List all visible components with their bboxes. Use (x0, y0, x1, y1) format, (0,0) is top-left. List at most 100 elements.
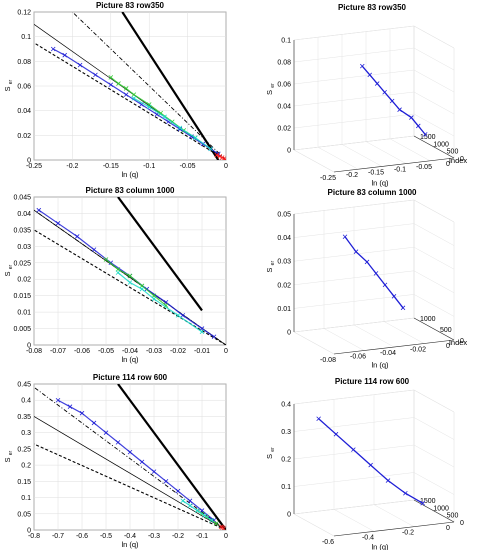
axis-edge (413, 499, 455, 523)
marker-stroke (367, 72, 373, 78)
data-point (77, 62, 83, 68)
x-tick-label: -0.04 (380, 350, 396, 357)
data-point (115, 267, 121, 272)
marker-stroke (151, 469, 157, 474)
y-tick-label: 0.2 (281, 457, 291, 464)
data-point (55, 397, 61, 403)
data-point (74, 234, 80, 239)
data-point (409, 115, 414, 120)
x-tick-label: -0.2 (172, 533, 184, 540)
reference-line-thick-solid (121, 12, 220, 160)
index-tick-label: 1500 (420, 134, 436, 141)
x-tick-label: -0.2 (402, 530, 414, 537)
marker-stroke (368, 462, 373, 468)
grid-line (293, 135, 415, 151)
data-point (382, 89, 387, 95)
chart-2d-2: -0.08 -0.07 -0.06 -0.05 -0.04 -0.03 -0.02 -0.01… (3, 186, 228, 364)
x-axis-label: ln (q) (371, 543, 389, 550)
y-tick-label: 0.4 (281, 402, 291, 409)
data-point (93, 72, 98, 78)
axis-edge (413, 317, 455, 341)
data-point (199, 329, 205, 335)
x-tick-label: -0.06 (74, 348, 90, 355)
x-tick-label: -0.25 (320, 175, 336, 182)
x-tick-label: -0.05 (98, 348, 114, 355)
y-tick-label: 0.01 (277, 306, 291, 313)
marker-stroke (115, 267, 121, 272)
y-axis-label-sub: er (270, 261, 276, 266)
index-tick-label: 1500 (420, 498, 436, 505)
data-point (351, 447, 356, 452)
data-point (202, 513, 207, 518)
grid-line (413, 91, 455, 115)
x-tick-label: 0 (224, 533, 228, 540)
data-point (108, 75, 114, 80)
y-tick-label: 0.08 (277, 60, 291, 67)
marker-stroke (127, 449, 133, 455)
index-tick-label: 0 (460, 338, 464, 345)
marker-stroke (91, 420, 97, 426)
data-point (177, 125, 183, 131)
y-axis-label: Ser (265, 83, 276, 95)
y-tick-label: 0 (27, 528, 31, 535)
data-point (342, 234, 348, 240)
x-tick-label: -0.04 (122, 348, 138, 355)
data-point (175, 488, 181, 494)
data-point (146, 104, 152, 110)
y-tick-label: 0 (287, 330, 291, 337)
marker-stroke (409, 115, 414, 120)
y-tick-label: 0 (27, 158, 31, 165)
data-point (209, 517, 214, 523)
data-point (108, 82, 114, 88)
y-axis-label: Ser (265, 447, 276, 459)
data-point (116, 81, 121, 86)
marker-stroke (177, 125, 183, 131)
marker-stroke (194, 508, 200, 513)
marker-stroke (116, 81, 121, 86)
x-tick-label: -0.3 (148, 533, 160, 540)
x-tick-label: -0.2 (346, 172, 358, 179)
data-point (385, 478, 391, 483)
data-point (103, 257, 109, 262)
marker-stroke (131, 96, 137, 101)
y-tick-label: 0.45 (17, 382, 31, 389)
chart-title: Picture 83 column 1000 (86, 186, 175, 195)
floor-plane (293, 499, 455, 537)
y-tick-label: 0.04 (277, 235, 291, 242)
x-tick-label: -0.1 (143, 163, 155, 170)
data-point (163, 479, 169, 484)
chart-3d-3: -0.08 -0.06 -0.04 -0.02 0 0 0.01 0.02 0.03 0.04 0.… (265, 188, 467, 370)
x-tick-label: -0.2 (66, 163, 78, 170)
y-tick-label: 0.03 (277, 259, 291, 266)
marker-stroke (189, 134, 194, 139)
x-axis-label: ln (q) (121, 170, 139, 179)
data-point (221, 156, 226, 160)
data-point (55, 221, 61, 226)
data-point (400, 305, 406, 311)
x-tick-label: -0.6 (76, 533, 88, 540)
x-tick-label: -0.25 (26, 163, 42, 170)
grid-line (293, 69, 415, 85)
grid-line (293, 199, 415, 215)
data-point (217, 154, 223, 159)
marker-stroke (139, 459, 145, 465)
marker-stroke (202, 513, 207, 518)
y-axis-label-main: S (3, 271, 12, 276)
index-tick-label: 0 (460, 156, 464, 163)
grid-line (389, 138, 431, 162)
grid-line (365, 141, 407, 164)
marker-stroke (151, 296, 157, 302)
marker-stroke (333, 431, 339, 437)
x-axis-label: ln (q) (121, 355, 139, 364)
grid-line (413, 223, 455, 246)
data-point (162, 114, 167, 120)
y-tick-label: 0 (287, 148, 291, 155)
grid-line (341, 144, 383, 167)
marker-stroke (158, 110, 164, 116)
marker-stroke (415, 123, 421, 129)
axis-edge (413, 135, 455, 159)
index-tick-label: 1000 (433, 141, 449, 148)
marker-stroke (162, 114, 167, 120)
marker-stroke (403, 490, 408, 496)
grid-line (353, 324, 395, 348)
